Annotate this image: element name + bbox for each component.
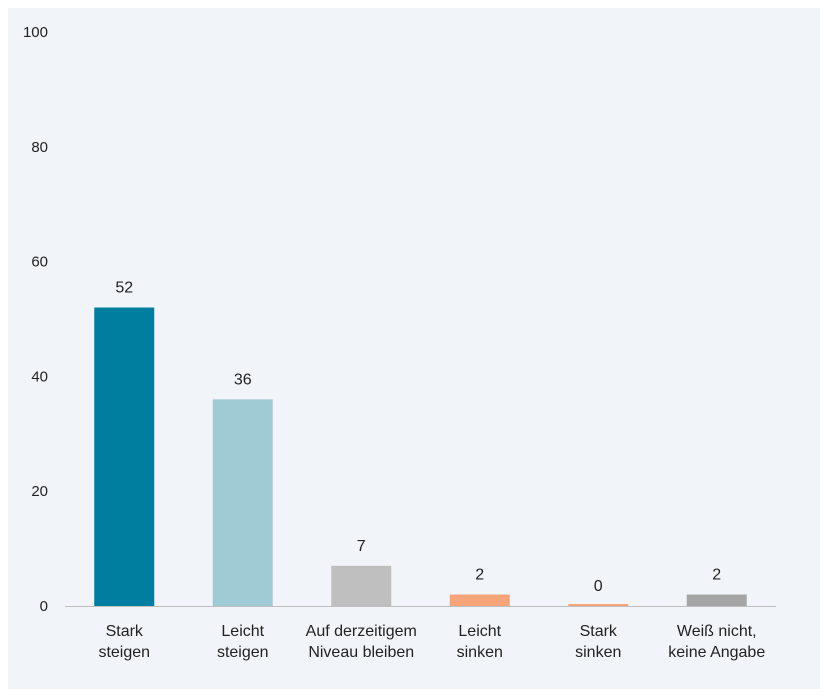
data-label: 36 [234,371,252,388]
bar [94,307,155,606]
bar [212,399,273,606]
x-tick-label: Leicht steigen [217,623,269,661]
data-label: 7 [357,538,366,555]
y-tick-label: 60 [31,254,48,271]
x-tick-label: Stark steigen [98,623,150,661]
y-tick-label: 0 [40,598,48,615]
data-label: 2 [712,567,721,584]
bar [686,594,747,606]
y-tick-label: 40 [31,368,48,385]
y-tick-label: 20 [31,483,48,500]
data-label: 52 [115,280,133,297]
x-tick-label: Stark sinken [575,623,621,661]
data-label: 2 [475,567,484,584]
x-tick-label: Auf derzeitigem Niveau bleiben [306,623,417,661]
bar [449,594,510,606]
y-tick-label: 80 [31,139,48,156]
x-tick-label: Weiß nicht, keine Angabe [668,623,765,661]
bar [331,565,392,606]
x-tick-label: Leicht sinken [457,623,503,661]
bar [568,604,629,606]
y-tick-label: 100 [23,24,48,41]
data-label: 0 [594,578,603,595]
